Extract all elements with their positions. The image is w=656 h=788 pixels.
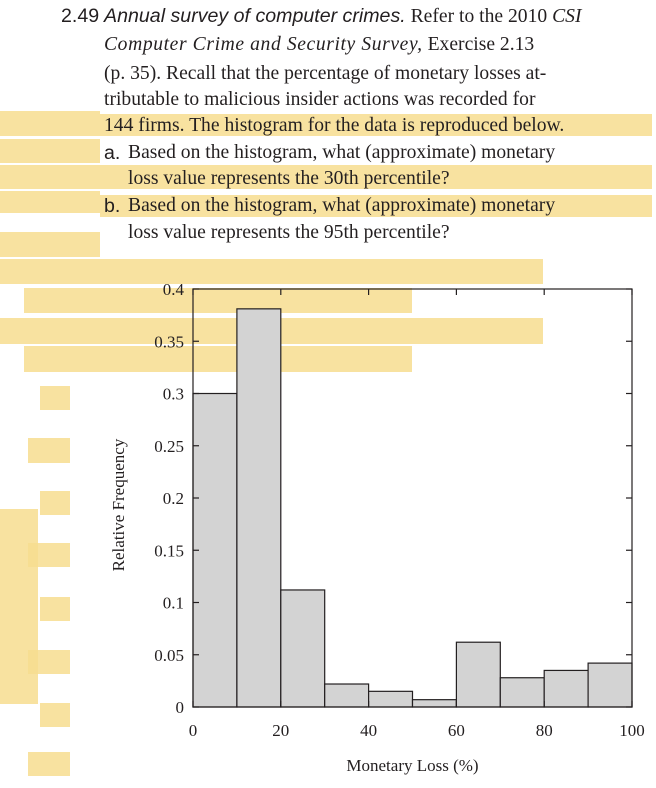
highlight-mark: [40, 386, 70, 410]
highlight-mark: [0, 191, 100, 213]
histogram-bar: [543, 669, 589, 708]
highlight-mark: [40, 703, 70, 727]
highlight-mark: [0, 165, 652, 189]
histogram-bar: [236, 308, 282, 708]
highlight-mark: [0, 111, 100, 136]
y-axis-ticks: 0 0.05 0.1 0.15 0.2 0.25 0.3 0.35 0.4: [154, 280, 632, 717]
highlight-mark: [100, 114, 652, 136]
highlight-mark: [40, 491, 70, 515]
x-tick-label: 20: [272, 721, 289, 740]
highlight-mark: [28, 438, 70, 463]
problem-number: 2.49: [61, 5, 100, 27]
problem-title: Annual survey of computer crimes.: [104, 5, 406, 27]
x-tick-label: 60: [448, 721, 465, 740]
problem-text-fragment: Exercise 2.13: [427, 34, 535, 55]
histogram-bar: [587, 662, 633, 708]
y-tick-label: 0.3: [163, 385, 184, 404]
histogram-bar: [324, 683, 370, 708]
part-a-label: a.: [104, 142, 121, 164]
part-a-line-1: Based on the histogram, what (approximat…: [128, 142, 556, 163]
histogram-bar: [455, 641, 501, 708]
y-tick-label: 0.2: [163, 489, 184, 508]
highlight-mark: [0, 259, 543, 284]
highlight-mark: [28, 752, 70, 776]
part-a-line-2: loss value represents the 30th percentil…: [128, 168, 450, 189]
highlight-mark: [0, 232, 100, 257]
survey-name-part: CSI: [552, 6, 582, 27]
histogram-bar: [368, 690, 414, 708]
problem-text-fragment: Refer to the 2010: [410, 6, 548, 27]
problem-line-4: tributable to malicious insider actions …: [104, 89, 536, 110]
survey-name-part: Computer Crime and Security Survey,: [104, 34, 423, 55]
histogram-bar: [192, 392, 238, 708]
problem-line-5: 144 firms. The histogram for the data is…: [104, 115, 565, 136]
problem-line-2: Computer Crime and Security Survey, Exer…: [104, 33, 534, 57]
histogram-bar: [411, 699, 458, 708]
y-tick-label: 0: [176, 698, 185, 717]
part-b-line-1: Based on the histogram, what (approximat…: [128, 195, 556, 216]
part-b-label: b.: [104, 195, 121, 217]
highlight-mark: [28, 543, 70, 567]
problem-line-1: 2.49 Annual survey of computer crimes. R…: [61, 4, 581, 29]
y-tick-label: 0.15: [154, 541, 184, 560]
highlight-mark: [100, 195, 652, 217]
y-tick-label: 0.1: [163, 594, 184, 613]
part-b-line-2: loss value represents the 95th percentil…: [128, 222, 450, 243]
y-tick-label: 0.05: [154, 646, 184, 665]
x-tick-label: 80: [536, 721, 553, 740]
highlight-mark: [24, 346, 412, 372]
y-tick-label: 0.25: [154, 437, 184, 456]
highlight-mark: [24, 288, 412, 313]
problem-line-3: (p. 35). Recall that the percentage of m…: [104, 63, 547, 84]
x-tick-label: 0: [189, 721, 198, 740]
x-axis-ticks: 0 20 40 60 80 100: [189, 289, 645, 740]
histogram-bar: [499, 677, 545, 708]
highlight-mark: [0, 139, 100, 163]
x-axis-label: Monetary Loss (%): [346, 756, 478, 775]
highlight-mark: [28, 650, 70, 674]
y-tick-label: 0.4: [163, 280, 185, 299]
x-tick-label: 100: [619, 721, 645, 740]
highlight-mark: [40, 597, 70, 621]
histogram-bars: [192, 308, 633, 708]
y-axis-label: Relative Frequency: [109, 438, 128, 571]
y-tick-label: 0.35: [154, 332, 184, 351]
x-tick-label: 40: [360, 721, 377, 740]
histogram-bar: [280, 589, 326, 708]
